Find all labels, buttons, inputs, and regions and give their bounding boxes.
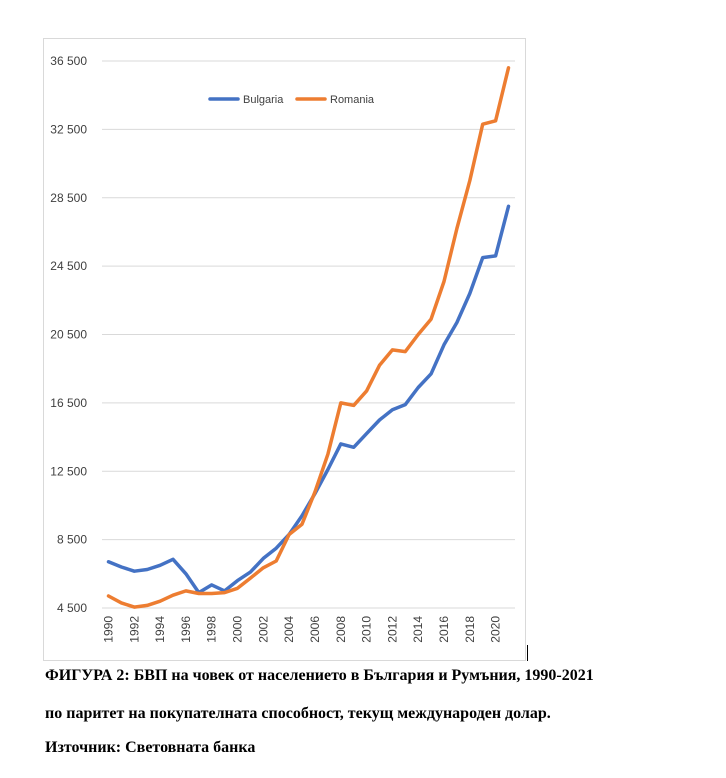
figure-caption-title: ФИГУРА 2: БВП на човек от населението в … — [45, 667, 594, 684]
x-tick-label: 2012 — [385, 616, 399, 643]
y-tick-label: 16 500 — [50, 396, 87, 410]
x-tick-label: 2010 — [360, 616, 374, 643]
x-tick-label: 2008 — [334, 616, 348, 643]
x-axis-ticks: 1990 1992 1994 1996 1998 2000 2002 2004 2006 2008… — [101, 616, 502, 643]
x-tick-label: 2006 — [308, 616, 322, 643]
y-tick-label: 28 500 — [50, 191, 87, 205]
x-tick-label: 2018 — [463, 616, 477, 643]
figure-caption-source: Източник: Световната банка — [45, 739, 256, 756]
y-tick-label: 20 500 — [50, 328, 87, 342]
x-tick-label: 2002 — [256, 616, 270, 643]
edge-mark — [527, 645, 528, 661]
series-line-romania — [106, 66, 511, 609]
x-tick-label: 1992 — [127, 616, 141, 643]
x-tick-label: 1990 — [101, 616, 115, 643]
x-tick-label: 2020 — [489, 616, 503, 643]
y-tick-label: 8 500 — [57, 533, 87, 547]
line-chart: 4 500 8 500 12 500 16 500 20 500 24 500 28 500… — [50, 54, 515, 643]
x-tick-label: 2000 — [231, 616, 245, 643]
legend-label-romania: Romania — [330, 94, 375, 106]
y-tick-label: 24 500 — [50, 259, 87, 273]
x-tick-label: 2014 — [411, 616, 425, 643]
chart-area: 4 500 8 500 12 500 16 500 20 500 24 500 28 500… — [43, 38, 526, 661]
series-lines — [106, 66, 511, 609]
y-tick-label: 4 500 — [57, 601, 87, 615]
y-tick-label: 12 500 — [50, 464, 87, 478]
x-tick-label: 1998 — [205, 616, 219, 643]
legend-label-bulgaria: Bulgaria — [243, 94, 284, 106]
figure-caption-subtitle: по паритет на покупателната способност, … — [45, 705, 551, 722]
x-tick-label: 2016 — [437, 616, 451, 643]
x-tick-label: 1996 — [179, 616, 193, 643]
legend: Bulgaria Romania — [208, 94, 375, 106]
y-axis-ticks: 4 500 8 500 12 500 16 500 20 500 24 500 28 500… — [50, 54, 87, 615]
y-tick-label: 32 500 — [50, 122, 87, 136]
x-tick-label: 1994 — [153, 616, 167, 643]
y-tick-label: 36 500 — [50, 54, 87, 68]
gridlines — [102, 60, 515, 609]
x-tick-label: 2004 — [282, 616, 296, 643]
